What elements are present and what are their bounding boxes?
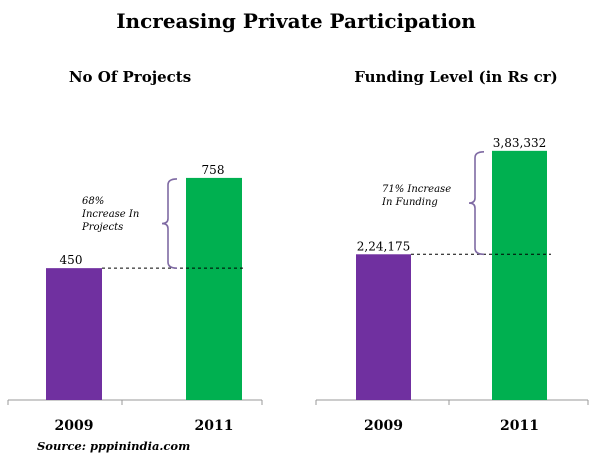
main-title: Increasing Private Participation <box>116 9 476 33</box>
source-note: Source: pppinindia.com <box>37 439 191 453</box>
chart-title-funding: Funding Level (in Rs cr) <box>354 68 558 86</box>
increase-annotation: Projects <box>81 222 123 233</box>
category-label-2011: 2011 <box>195 418 234 434</box>
data-label-2011: 758 <box>202 163 225 177</box>
increase-annotation: 71% Increase <box>382 184 451 195</box>
increase-annotation: Increase In <box>81 209 139 220</box>
data-label-2011: 3,83,332 <box>493 136 546 150</box>
data-label-2009: 450 <box>60 253 83 267</box>
increase-annotation: 68% <box>82 196 104 207</box>
bar-2009 <box>356 254 411 400</box>
category-label-2009: 2009 <box>364 418 403 434</box>
category-label-2011: 2011 <box>500 418 539 434</box>
chart-title-projects: No Of Projects <box>68 68 192 86</box>
increase-annotation: In Funding <box>381 197 438 208</box>
bar-2011 <box>186 177 242 400</box>
increase-bracket <box>468 151 485 256</box>
bar-2009 <box>46 268 102 400</box>
data-label-2009: 2,24,175 <box>357 239 410 253</box>
category-label-2009: 2009 <box>55 418 94 434</box>
bar-2011 <box>492 150 547 400</box>
increase-bracket <box>161 178 178 269</box>
